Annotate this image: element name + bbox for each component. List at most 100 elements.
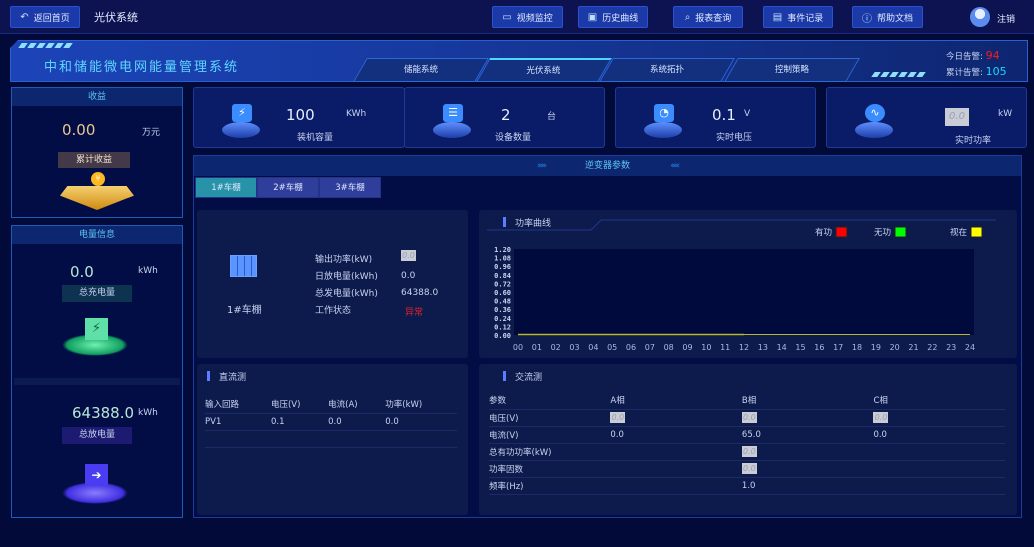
logout-button[interactable]: 注销	[997, 15, 1016, 25]
video-icon: ▭	[502, 11, 512, 23]
x-tick-label: 07	[645, 343, 655, 352]
table-cell: 0.0	[741, 409, 874, 427]
stat-label: 设备数量	[495, 133, 532, 143]
row-label: 电流(V)	[489, 426, 611, 444]
column-header: 输入回路	[205, 396, 271, 414]
status-value: 异常	[405, 308, 424, 318]
stat-card-devices: ☰ 2 台设备数量	[404, 87, 605, 148]
x-tick-label: 14	[777, 343, 787, 352]
field-row: 输出功率(kW) 0.0	[315, 250, 465, 266]
phase-value: 1.0	[741, 480, 756, 491]
table-header: 参数 A相 B相 C相	[489, 392, 1005, 410]
table-cell	[873, 443, 1005, 461]
tab-shed-1[interactable]: 1#车棚	[195, 177, 257, 198]
nav-storage[interactable]: 储能系统	[353, 58, 489, 82]
stat-value: 0.1	[712, 106, 736, 124]
income-panel: 收益 0.00 万元 累计收益 ¥	[11, 87, 183, 218]
stat-label: 实时功率	[955, 136, 992, 146]
dc-panel: 直流测 输入回路 电压(V) 电流(A) 功率(kW) PV1 0.1 0.0 0.0	[197, 364, 468, 515]
inverter-header: ››››› 逆变器参数 ‹‹‹‹‹	[194, 156, 1021, 176]
table-cell: 0.0	[610, 409, 742, 427]
back-home-button[interactable]: ↶ 返回首页	[10, 6, 80, 28]
nav-pv[interactable]: 光伏系统	[476, 58, 612, 82]
field-row: 日放电量(kWh) 0.0	[315, 267, 465, 283]
table-cell: 0.0	[328, 413, 386, 431]
nav-strategy[interactable]: 控制策略	[724, 58, 860, 82]
pedestal	[222, 122, 260, 138]
chart-title: 功率曲线	[503, 216, 551, 229]
stat-value: 100	[286, 106, 315, 124]
avatar[interactable]	[970, 7, 990, 27]
y-tick-label: 0.24	[494, 315, 511, 323]
y-tick-label: 0.00	[494, 332, 511, 340]
table-cell: 0.0	[385, 413, 457, 431]
stat-label: 装机容量	[297, 133, 334, 143]
video-monitor-button[interactable]: ▭ 视频监控	[492, 6, 563, 28]
stat-unit: 台	[547, 112, 557, 122]
x-tick-label: 13	[758, 343, 768, 352]
row-label: 功率因数	[489, 460, 611, 478]
x-tick-label: 06	[626, 343, 636, 352]
field-value: 0.0	[401, 250, 416, 261]
field-label: 工作状态	[315, 306, 352, 316]
phase-value: 0.0	[741, 463, 757, 474]
divider	[14, 378, 180, 385]
plot-area	[514, 249, 974, 335]
report-query-button[interactable]: ⌕ 报表查询	[673, 6, 743, 28]
phase-value: 0.0	[741, 446, 757, 457]
solar-panel-icon	[230, 255, 257, 277]
phase-value: 65.0	[741, 429, 761, 440]
table-cell: 0.0	[873, 409, 1005, 427]
charge-label: 总充电量	[62, 285, 132, 302]
phase-value: 0.0	[873, 412, 889, 423]
y-tick-label: 0.96	[494, 263, 511, 271]
table-header: 输入回路 电压(V) 电流(A) 功率(kW)	[205, 396, 457, 414]
ac-panel: 交流测 参数 A相 B相 C相 电压(V) 0.0 0.0 0.0 电流(V) 0.0 65.0 0.…	[479, 364, 1017, 515]
field-value: 64388.0	[401, 288, 439, 298]
stat-unit: KWh	[346, 109, 367, 119]
row-label: 频率(Hz)	[489, 477, 611, 495]
table-cell: 0.0	[741, 443, 874, 461]
y-tick-label: 0.72	[494, 280, 511, 288]
field-label: 总发电量(kWh)	[315, 289, 378, 299]
battery-charge-icon: ⚡	[85, 318, 108, 340]
column-header: A相	[610, 392, 742, 410]
x-tick-label: 20	[890, 343, 900, 352]
pedestal	[644, 122, 682, 138]
charge-value: 0.0	[70, 263, 94, 281]
tab-shed-2[interactable]: 2#车棚	[257, 177, 319, 198]
x-tick-label: 08	[664, 343, 674, 352]
table-cell: 0.0	[741, 460, 874, 478]
x-tick-label: 02	[551, 343, 561, 352]
table-cell	[270, 430, 329, 448]
alarm-today: 今日告警: 94	[946, 49, 1000, 62]
discharge-label: 总放电量	[62, 427, 132, 444]
y-tick-label: 1.20	[494, 246, 511, 254]
table-cell: 65.0	[741, 426, 874, 444]
x-tick-label: 24	[965, 343, 975, 352]
column-header: 参数	[489, 392, 611, 410]
nav-topology[interactable]: 系统拓扑	[599, 58, 735, 82]
table-cell: 0.0	[610, 426, 742, 444]
table-cell	[873, 477, 1005, 495]
x-tick-label: 15	[795, 343, 805, 352]
table-row: 电流(V) 0.0 65.0 0.0	[489, 426, 1005, 444]
income-value: 0.00	[62, 121, 96, 139]
stripe-decoration	[871, 72, 926, 77]
pedestal	[855, 122, 893, 138]
discharge-value: 64388.0	[72, 404, 135, 422]
help-doc-button[interactable]: ⓘ 帮助文档	[852, 6, 923, 28]
history-curve-button[interactable]: ▣ 历史曲线	[578, 6, 648, 28]
event-log-button[interactable]: ▤ 事件记录	[763, 6, 833, 28]
lightning-icon: ⚡	[232, 104, 252, 122]
tab-shed-3[interactable]: 3#车棚	[319, 177, 381, 198]
table-cell: 0.0	[873, 426, 1005, 444]
table-cell	[610, 477, 742, 495]
gauge-icon: ◔	[654, 104, 674, 122]
legend-label: 有功	[815, 227, 832, 238]
x-tick-label: 19	[871, 343, 881, 352]
x-tick-label: 11	[720, 343, 730, 352]
dc-title: 直流测	[207, 370, 246, 383]
table-cell	[610, 460, 742, 478]
column-header: 功率(kW)	[385, 396, 457, 414]
